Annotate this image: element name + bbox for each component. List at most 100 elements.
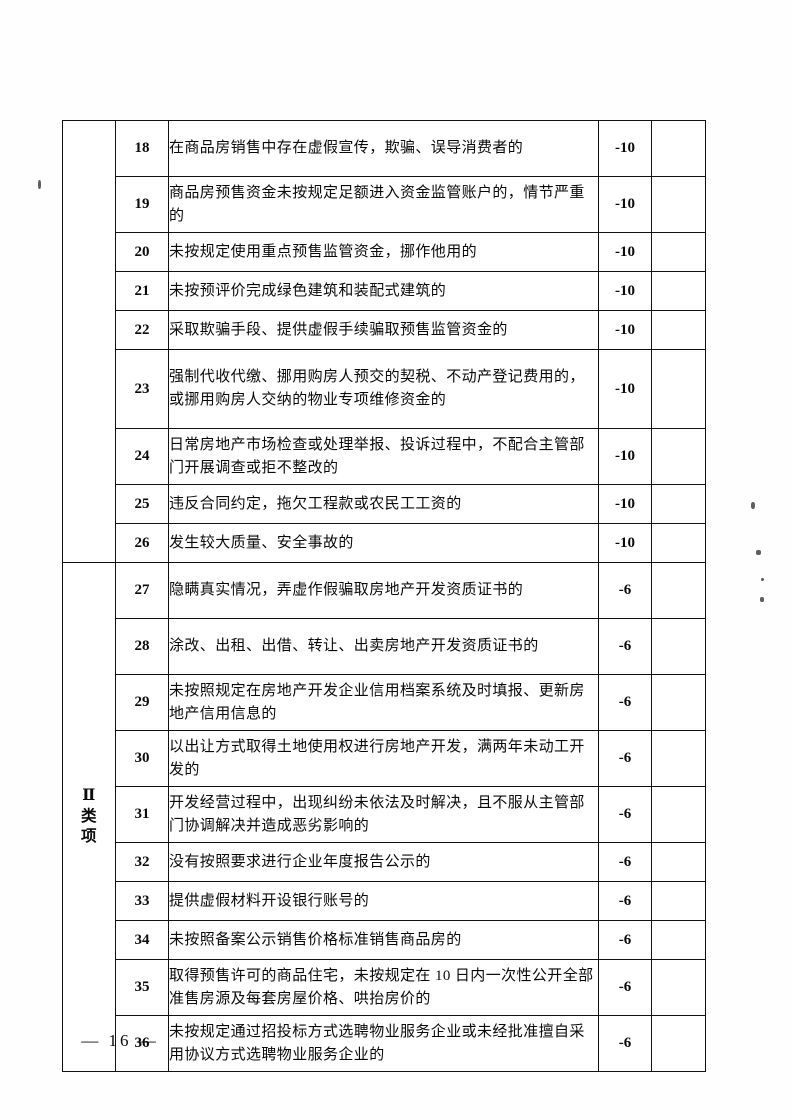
remark-cell <box>651 176 706 233</box>
row-index-cell: 31 <box>115 786 169 843</box>
remark-cell <box>651 730 706 787</box>
table-row: 18 在商品房销售中存在虚假宣传，欺骗、误导消费者的 -10 <box>62 120 706 563</box>
remark-cell <box>651 484 706 524</box>
score-cell: -6 <box>598 920 652 960</box>
score-cell: -10 <box>598 349 652 429</box>
score-cell: -6 <box>598 562 652 619</box>
remark-cell <box>651 349 706 429</box>
table-row: 24 日常房地产市场检查或处理举报、投诉过程中，不配合主管部门开展调查或拒不整改的… <box>63 428 706 485</box>
remark-cell <box>651 120 706 177</box>
score-cell: -6 <box>598 959 652 1016</box>
table-row: 25 违反合同约定，拖欠工程款或农民工工资的 -10 <box>63 484 706 524</box>
table-row: 35 取得预售许可的商品住宅，未按规定在 10 日内一次性公开全部准售房源及每套房… <box>63 959 706 1016</box>
remark-cell <box>651 271 706 311</box>
score-cell: -10 <box>598 310 652 350</box>
remark-cell <box>651 310 706 350</box>
table-row: 28 涂改、出租、出借、转让、出卖房地产开发资质证书的 -6 <box>63 618 706 675</box>
description-cell: 没有按照要求进行企业年度报告公示的 <box>168 842 599 882</box>
table-row: 29 未按照规定在房地产开发企业信用档案系统及时填报、更新房地产信用信息的 -6 <box>63 674 706 731</box>
score-cell: -10 <box>598 120 652 177</box>
score-cell: -6 <box>598 618 652 675</box>
category-char: 类 <box>80 807 97 825</box>
table-row: Ⅱ 类项 27 隐瞒真实情况，弄虚作假骗取房地产开发资质证书的 -6 <box>62 562 706 1072</box>
category-char: 项 <box>80 828 97 846</box>
score-cell: -6 <box>598 842 652 882</box>
remark-cell <box>651 232 706 272</box>
score-cell: -6 <box>598 674 652 731</box>
description-cell: 取得预售许可的商品住宅，未按规定在 10 日内一次性公开全部准售房源及每套房屋价… <box>168 959 599 1016</box>
description-cell: 开发经营过程中，出现纠纷未依法及时解决，且不服从主管部门协调解决并造成恶劣影响的 <box>168 786 599 843</box>
table-row: 31 开发经营过程中，出现纠纷未依法及时解决，且不服从主管部门协调解决并造成恶劣影… <box>63 786 706 843</box>
scan-artifact <box>38 180 41 189</box>
remark-cell <box>651 523 706 563</box>
remark-cell <box>651 1015 706 1072</box>
description-cell: 提供虚假材料开设银行账号的 <box>168 881 599 921</box>
remark-cell <box>651 786 706 843</box>
description-cell: 违反合同约定，拖欠工程款或农民工工资的 <box>168 484 599 524</box>
description-cell: 未按规定使用重点预售监管资金，挪作他用的 <box>168 232 599 272</box>
description-cell: 商品房预售资金未按规定足额进入资金监管账户的，情节严重的 <box>168 176 599 233</box>
row-index-cell: 36 <box>115 1015 169 1072</box>
description-cell: 未按照规定在房地产开发企业信用档案系统及时填报、更新房地产信用信息的 <box>168 674 599 731</box>
score-cell: -10 <box>598 428 652 485</box>
table-row: 23 强制代收代缴、挪用购房人预交的契税、不动产登记费用的，或挪用购房人交纳的物业… <box>63 349 706 429</box>
description-cell: 强制代收代缴、挪用购房人预交的契税、不动产登记费用的，或挪用购房人交纳的物业专项… <box>168 349 599 429</box>
score-cell: -6 <box>598 881 652 921</box>
table-row: 30 以出让方式取得土地使用权进行房地产开发，满两年未动工开发的 -6 <box>63 730 706 787</box>
row-index-cell: 29 <box>115 674 169 731</box>
description-cell: 发生较大质量、安全事故的 <box>168 523 599 563</box>
remark-cell <box>651 842 706 882</box>
row-index-cell: 27 <box>115 562 169 619</box>
table-row: 19 商品房预售资金未按规定足额进入资金监管账户的，情节严重的 -10 <box>63 176 706 233</box>
row-index-cell: 21 <box>115 271 169 311</box>
scan-artifact <box>751 502 755 509</box>
row-index-cell: 30 <box>115 730 169 787</box>
score-cell: -10 <box>598 232 652 272</box>
row-index-cell: 32 <box>115 842 169 882</box>
category-cell: Ⅱ 类项 <box>62 562 116 1072</box>
remark-cell <box>651 881 706 921</box>
scan-artifact <box>760 597 764 602</box>
table-row: 33 提供虚假材料开设银行账号的 -6 <box>63 881 706 921</box>
remark-cell <box>651 959 706 1016</box>
row-index-cell: 25 <box>115 484 169 524</box>
table-row: 34 未按照备案公示销售价格标准销售商品房的 -6 <box>63 920 706 960</box>
description-cell: 未按预评价完成绿色建筑和装配式建筑的 <box>168 271 599 311</box>
table-row: 26 发生较大质量、安全事故的 -10 <box>63 523 706 563</box>
row-index-cell: 22 <box>115 310 169 350</box>
table-row: 22 采取欺骗手段、提供虚假手续骗取预售监管资金的 -10 <box>63 310 706 350</box>
score-cell: -6 <box>598 1015 652 1072</box>
remark-cell <box>651 920 706 960</box>
description-cell: 日常房地产市场检查或处理举报、投诉过程中，不配合主管部门开展调查或拒不整改的 <box>168 428 599 485</box>
row-index-cell: 18 <box>115 120 169 177</box>
table-row: 20 未按规定使用重点预售监管资金，挪作他用的 -10 <box>63 232 706 272</box>
score-cell: -10 <box>598 484 652 524</box>
remark-cell <box>651 674 706 731</box>
description-cell: 采取欺骗手段、提供虚假手续骗取预售监管资金的 <box>168 310 599 350</box>
remark-cell <box>651 618 706 675</box>
category-cell <box>62 120 116 563</box>
page-number: — 16 — <box>81 1031 159 1050</box>
scan-artifact <box>761 578 764 581</box>
row-index-cell: 33 <box>115 881 169 921</box>
row-index-cell: 24 <box>115 428 169 485</box>
row-index-cell: 28 <box>115 618 169 675</box>
remark-cell <box>651 428 706 485</box>
table-row: 36 未按规定通过招投标方式选聘物业服务企业或未经批准擅自采用协议方式选聘物业服务… <box>63 1015 706 1072</box>
category-char: Ⅱ <box>82 786 96 804</box>
scoring-table-body: 18 在商品房销售中存在虚假宣传，欺骗、误导消费者的 -10 19 商品房预售资金未按规… <box>62 120 706 1072</box>
row-index-cell: 34 <box>115 920 169 960</box>
scoring-table-container: 18 在商品房销售中存在虚假宣传，欺骗、误导消费者的 -10 19 商品房预售资金未按规… <box>62 120 706 1072</box>
description-cell: 未按照备案公示销售价格标准销售商品房的 <box>168 920 599 960</box>
description-cell: 以出让方式取得土地使用权进行房地产开发，满两年未动工开发的 <box>168 730 599 787</box>
row-index-cell: 19 <box>115 176 169 233</box>
score-cell: -6 <box>598 786 652 843</box>
row-index-cell: 23 <box>115 349 169 429</box>
score-cell: -6 <box>598 730 652 787</box>
row-index-cell: 26 <box>115 523 169 563</box>
table-row: 32 没有按照要求进行企业年度报告公示的 -6 <box>63 842 706 882</box>
description-cell: 涂改、出租、出借、转让、出卖房地产开发资质证书的 <box>168 618 599 675</box>
description-cell: 隐瞒真实情况，弄虚作假骗取房地产开发资质证书的 <box>168 562 599 619</box>
table-row: 21 未按预评价完成绿色建筑和装配式建筑的 -10 <box>63 271 706 311</box>
